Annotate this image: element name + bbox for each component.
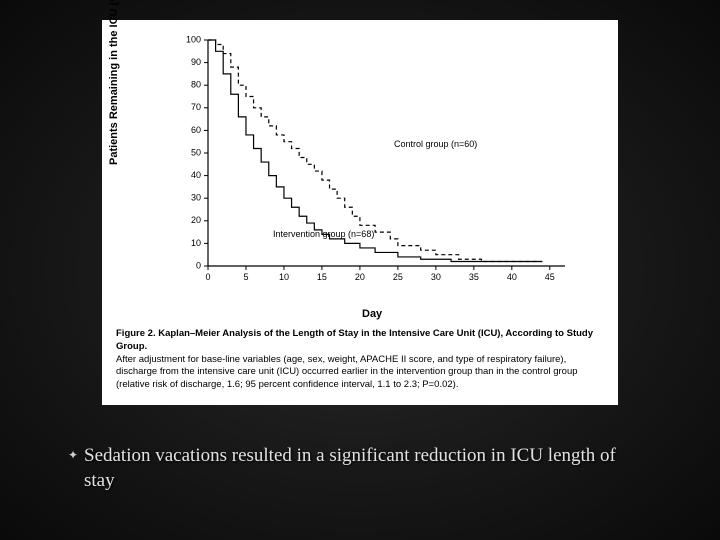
figure-caption: Figure 2. Kaplan–Meier Analysis of the L… [116,328,604,392]
y-axis-label: Patients Remaining in the ICU (%) [108,0,120,165]
caption-body: After adjustment for base-line variables… [116,354,578,391]
svg-text:25: 25 [393,272,403,282]
svg-text:20: 20 [191,215,201,225]
svg-text:40: 40 [191,170,201,180]
chart-area: 0 10 20 30 40 50 60 70 80 90 100 0 5 10 15 20 25 30 35 40 45… [178,34,573,290]
svg-text:100: 100 [186,34,201,44]
svg-text:20: 20 [355,272,365,282]
svg-text:0: 0 [205,272,210,282]
svg-text:80: 80 [191,80,201,90]
control-series-label: Control group (n=60) [394,139,477,149]
bullet-text: Sedation vacations resulted in a signifi… [84,444,648,493]
svg-text:50: 50 [191,147,201,157]
svg-text:90: 90 [191,57,201,67]
svg-text:35: 35 [469,272,479,282]
slide-bullet: ✦ Sedation vacations resulted in a signi… [68,444,648,493]
x-axis-label: Day [362,308,382,320]
caption-title: Figure 2. Kaplan–Meier Analysis of the L… [116,328,593,352]
svg-text:45: 45 [545,272,555,282]
svg-text:30: 30 [191,193,201,203]
svg-text:10: 10 [279,272,289,282]
figure-panel: Patients Remaining in the ICU (%) Day 01… [102,20,618,405]
svg-text:70: 70 [191,102,201,112]
svg-text:0: 0 [196,260,201,270]
svg-text:10: 10 [191,238,201,248]
km-chart: 0 10 20 30 40 50 60 70 80 90 100 0 5 10 15 20 25 30 35 40 45 [178,34,573,290]
svg-text:40: 40 [507,272,517,282]
svg-text:15: 15 [317,272,327,282]
bullet-icon: ✦ [68,444,84,466]
svg-text:60: 60 [191,125,201,135]
svg-text:30: 30 [431,272,441,282]
svg-text:5: 5 [243,272,248,282]
intervention-series-label: Intervention group (n=68) [273,229,374,239]
